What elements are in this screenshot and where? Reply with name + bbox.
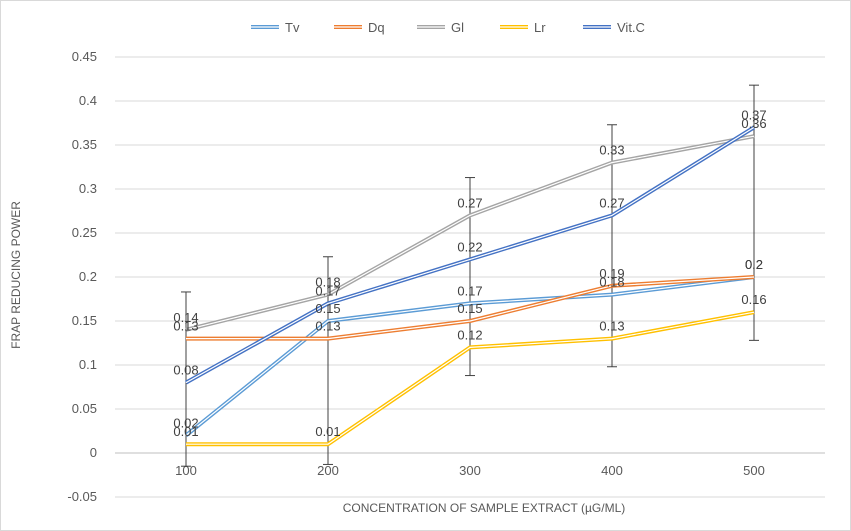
data-labels: 0.020.150.170.180.20.13 0.130.150.190.20.… bbox=[173, 107, 766, 439]
error-bars bbox=[181, 84, 759, 467]
data-label-vit-c-4: 0.37 bbox=[741, 107, 766, 122]
legend-item-gl: Gl bbox=[417, 20, 464, 35]
data-label-tv-4: 0.2 bbox=[745, 257, 763, 272]
legend-label: Vit.C bbox=[617, 20, 645, 35]
legend-label: Dq bbox=[368, 20, 385, 35]
data-label-lr-2: 0.12 bbox=[457, 327, 482, 342]
y-tick-label-0: -0.05 bbox=[67, 489, 97, 504]
y-tick-label-9: 0.4 bbox=[79, 93, 97, 108]
data-label-tv-3: 0.18 bbox=[599, 275, 624, 290]
data-label-vit-c-0: 0.08 bbox=[173, 363, 198, 378]
legend-item-lr: Lr bbox=[500, 20, 546, 35]
data-label-vit-c-3: 0.27 bbox=[599, 195, 624, 210]
legend-item-vit-c: Vit.C bbox=[583, 20, 645, 35]
series-line-inner bbox=[185, 276, 755, 436]
data-label-dq-4: 0.2 bbox=[745, 257, 763, 272]
series-line-inner bbox=[186, 276, 755, 340]
series-lr bbox=[186, 310, 755, 447]
data-label-tv-2: 0.17 bbox=[457, 283, 482, 298]
data-label-lr-4: 0.16 bbox=[741, 292, 766, 307]
y-tick-label-2: 0.05 bbox=[72, 401, 97, 416]
legend-label: Lr bbox=[534, 20, 546, 35]
y-axis-title: FRAP REDUCING POWER bbox=[9, 201, 23, 349]
y-tick-label-4: 0.15 bbox=[72, 313, 97, 328]
legend-item-dq: Dq bbox=[334, 20, 385, 35]
series-line-inner bbox=[186, 311, 755, 445]
data-label-dq-1: 0.13 bbox=[315, 319, 340, 334]
y-tick-label-10: 0.45 bbox=[72, 49, 97, 64]
legend: Tv Dq Gl Lr Vit.C bbox=[251, 20, 645, 35]
x-axis-title: CONCENTRATION OF SAMPLE EXTRACT (µG/ML) bbox=[343, 501, 626, 515]
data-label-vit-c-1: 0.17 bbox=[315, 283, 340, 298]
legend-item-tv: Tv bbox=[251, 20, 300, 35]
data-label-dq-0: 0.13 bbox=[173, 319, 198, 334]
data-label-lr-0: 0.01 bbox=[173, 424, 198, 439]
data-label-gl-1: 0.18 bbox=[315, 275, 340, 290]
data-label-tv-0: 0.02 bbox=[173, 415, 198, 430]
x-tick-label-1: 200 bbox=[317, 463, 339, 478]
data-label-lr-1: 0.01 bbox=[315, 424, 340, 439]
legend-label: Tv bbox=[285, 20, 300, 35]
error-bar-0 bbox=[181, 291, 191, 467]
x-tick-label-0: 100 bbox=[175, 463, 197, 478]
data-label-gl-0: 0.14 bbox=[173, 310, 198, 325]
x-axis-ticks: 100 200 300 400 500 bbox=[175, 463, 765, 478]
x-tick-label-3: 400 bbox=[601, 463, 623, 478]
error-bar-1 bbox=[323, 256, 333, 465]
y-tick-label-6: 0.25 bbox=[72, 225, 97, 240]
y-axis-ticks: -0.05 0 0.05 0.1 0.15 0.2 0.25 0.3 0.35 0.4 0.45 bbox=[67, 49, 97, 504]
data-label-gl-4: 0.36 bbox=[741, 116, 766, 131]
data-label-dq-3: 0.19 bbox=[599, 266, 624, 281]
y-tick-label-3: 0.1 bbox=[79, 357, 97, 372]
series-vit-c bbox=[185, 125, 756, 385]
error-bar-3 bbox=[607, 124, 617, 368]
x-tick-label-4: 500 bbox=[743, 463, 765, 478]
error-bar-2 bbox=[465, 177, 475, 377]
data-label-gl-3: 0.33 bbox=[599, 143, 624, 158]
data-label-vit-c-2: 0.22 bbox=[457, 239, 482, 254]
y-tick-label-8: 0.35 bbox=[72, 137, 97, 152]
data-label-lr-3: 0.13 bbox=[599, 319, 624, 334]
y-tick-label-7: 0.3 bbox=[79, 181, 97, 196]
x-tick-label-2: 300 bbox=[459, 463, 481, 478]
series-line-inner bbox=[185, 135, 755, 331]
series-tv bbox=[184, 275, 755, 437]
legend-label: Gl bbox=[451, 20, 464, 35]
y-tick-label-5: 0.2 bbox=[79, 269, 97, 284]
data-label-gl-2: 0.27 bbox=[457, 195, 482, 210]
data-label-tv-1: 0.15 bbox=[315, 301, 340, 316]
data-label-dq-2: 0.15 bbox=[457, 301, 482, 316]
y-tick-label-1: 0 bbox=[90, 445, 97, 460]
series-dq bbox=[186, 275, 755, 341]
series-line-inner bbox=[185, 126, 755, 384]
series-gl bbox=[185, 134, 755, 332]
series-lines bbox=[184, 125, 756, 447]
